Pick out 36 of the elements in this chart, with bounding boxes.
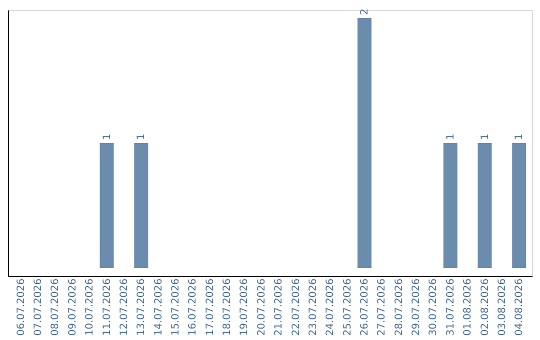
x-tick-label: 20.07.2026 bbox=[256, 278, 268, 336]
x-tick-label: 06.07.2026 bbox=[16, 278, 27, 336]
x-tick-label: 26.07.2026 bbox=[359, 278, 370, 336]
x-tick-label: 02.08.2026 bbox=[480, 278, 491, 336]
x-tick-label: 27.07.2026 bbox=[376, 278, 388, 336]
x-tick-label: 23.07.2026 bbox=[308, 278, 319, 336]
x-tick-label: 01.08.2026 bbox=[462, 278, 474, 336]
x-tick-label: 21.07.2026 bbox=[274, 278, 285, 336]
x-tick-label: 16.07.2026 bbox=[188, 278, 199, 336]
x-tick-label: 14.07.2026 bbox=[153, 278, 164, 336]
x-tick-label: 03.08.2026 bbox=[496, 278, 508, 336]
x-tick-label: 11.07.2026 bbox=[102, 278, 113, 336]
x-tick-label: 28.07.2026 bbox=[394, 278, 405, 336]
x-tick-label: 29.07.2026 bbox=[411, 278, 422, 336]
data-label: 1 bbox=[136, 134, 148, 140]
x-tick-label: 19.07.2026 bbox=[239, 278, 250, 336]
x-tick-label: 25.07.2026 bbox=[342, 278, 354, 336]
x-tick-label: 09.07.2026 bbox=[67, 278, 78, 336]
x-tick-label: 04.08.2026 bbox=[514, 278, 526, 336]
data-label: 1 bbox=[102, 134, 113, 140]
x-tick-label: 08.07.2026 bbox=[50, 278, 62, 336]
x-tick-label: 15.07.2026 bbox=[170, 278, 182, 336]
x-tick-label: 13.07.2026 bbox=[136, 278, 148, 336]
x-tick-label: 07.07.2026 bbox=[33, 278, 44, 336]
data-label: 1 bbox=[514, 134, 526, 140]
data-label: 1 bbox=[445, 134, 456, 140]
x-tick-label: 12.07.2026 bbox=[118, 278, 130, 336]
x-tick-label: 17.07.2026 bbox=[204, 278, 216, 336]
data-label: 2 bbox=[359, 8, 370, 15]
data-label: 1 bbox=[480, 134, 491, 140]
x-tick-label: 10.07.2026 bbox=[84, 278, 96, 336]
x-tick-label: 30.07.2026 bbox=[428, 278, 440, 336]
x-tick-label: 24.07.2026 bbox=[325, 278, 336, 336]
x-tick-label: 18.07.2026 bbox=[222, 278, 234, 336]
x-tick-label: 31.07.2026 bbox=[445, 278, 456, 336]
x-tick-label: 22.07.2026 bbox=[290, 278, 302, 336]
